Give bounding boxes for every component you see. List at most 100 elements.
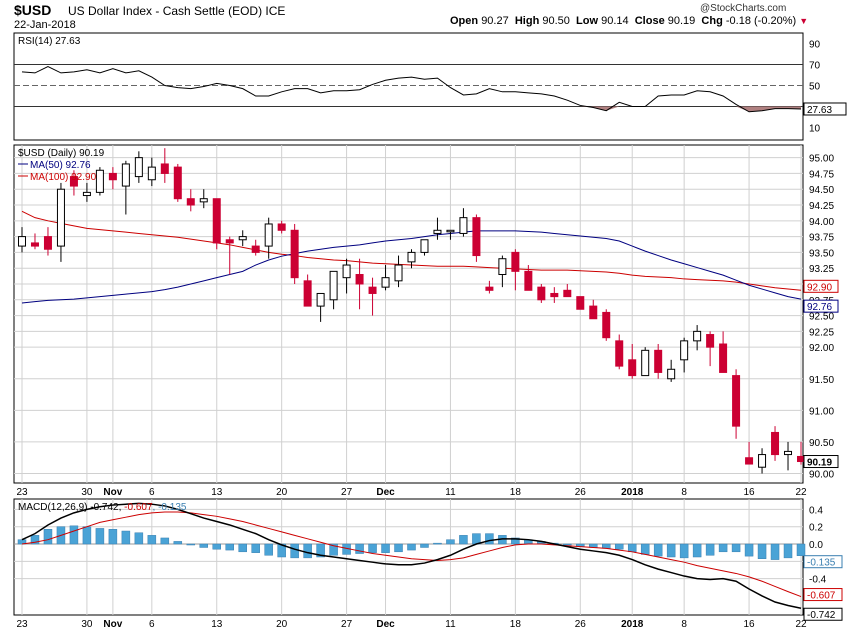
candle-body: [329, 270, 338, 301]
candle-body: [784, 450, 793, 456]
candle-body: [82, 191, 91, 197]
macd-histogram-bar: [705, 543, 715, 556]
candle-body: [18, 236, 26, 247]
candle-body: [108, 172, 117, 181]
candle-body: [277, 223, 286, 231]
price-tick-label: 93.75: [809, 233, 834, 244]
candle-body: [303, 280, 312, 307]
rsi-line: [21, 66, 802, 113]
candle-body: [69, 176, 78, 187]
high-label: High: [514, 15, 540, 27]
candle-body: [485, 286, 494, 291]
macd-x-tick-label: 11: [445, 619, 456, 630]
candle-body: [251, 245, 260, 253]
macd-histogram-bar: [757, 543, 767, 559]
price-tick-label: 92.25: [809, 327, 834, 338]
price-tick-label: 91.00: [809, 406, 834, 417]
x-tick-label: Nov: [103, 487, 122, 498]
candle-body: [394, 264, 403, 282]
candle-body: [446, 229, 455, 233]
candle-body: [576, 296, 585, 310]
macd-histogram-bar: [329, 543, 338, 556]
candle-body: [693, 330, 702, 342]
ma100-last-value-box: [803, 279, 839, 293]
price-panel-frame: [13, 144, 804, 484]
macd-histogram-bar: [251, 543, 260, 553]
ma100-last-value: 92.90: [807, 282, 832, 293]
candle-body: [160, 163, 169, 174]
symbol-title: $USD: [14, 2, 52, 18]
x-tick-label: 11: [445, 487, 456, 498]
macd-x-tick-label: Nov: [103, 619, 122, 630]
macd-histogram-bar: [264, 543, 273, 556]
candle-body: [771, 431, 780, 456]
candle-body: [550, 292, 559, 298]
macd-histogram-bar: [394, 543, 403, 553]
candle-body: [563, 289, 572, 298]
price-tick-label: 92.00: [809, 343, 834, 354]
candle-body: [368, 286, 377, 294]
candle-body: [511, 251, 520, 272]
candle-body: [381, 277, 390, 288]
price-tick-label: 94.25: [809, 201, 834, 212]
macd-histogram-bar: [627, 543, 637, 553]
rsi-last-box: [803, 102, 847, 116]
macd-x-tick-label: 23: [16, 619, 28, 630]
ma50-last-value: 92.76: [807, 302, 832, 313]
ohlc-summary: Open 90.27 High 90.50 Low 90.14 Close 90…: [450, 15, 808, 27]
candle-body: [407, 251, 416, 263]
macd-histogram-bar: [653, 543, 663, 557]
x-tick-label: 6: [149, 487, 155, 498]
macd-x-tick-label: 30: [81, 619, 93, 630]
macd-histogram-bar: [316, 543, 325, 558]
macd-histogram-bar: [277, 543, 286, 558]
x-tick-label: 20: [276, 487, 288, 498]
macd-last-box: [803, 607, 843, 621]
macd-histogram-bar: [199, 543, 209, 548]
macd-histogram-bar: [238, 543, 247, 553]
candle-body: [173, 166, 182, 200]
macd-x-tick-label: 8: [681, 619, 687, 630]
rsi-last-value: 27.63: [807, 105, 832, 116]
macd-histogram-bar: [160, 537, 170, 545]
rsi-tick-label: 50: [809, 82, 821, 93]
x-tick-label: 16: [744, 487, 756, 498]
x-tick-label: 30: [81, 487, 93, 498]
macd-histogram-bar: [95, 528, 105, 545]
candle-body: [524, 270, 533, 291]
candle-body: [95, 169, 104, 193]
candle-body: [667, 368, 676, 380]
macd-x-tick-label: 22: [795, 619, 807, 630]
price-last-value-box: [803, 455, 839, 469]
candle-body: [264, 223, 273, 247]
close-label: Close: [634, 15, 665, 27]
macd-legend-histogram: , -0.135: [153, 502, 187, 513]
macd-histogram-bar: [225, 543, 234, 551]
macd-histogram-bar: [744, 543, 754, 557]
chart-date: 22-Jan-2018: [14, 19, 76, 31]
macd-histogram-bar: [407, 543, 416, 551]
ma50-line: [21, 230, 802, 304]
candle-body: [537, 286, 546, 301]
macd-last-box: [803, 555, 843, 569]
candle-body: [615, 340, 624, 367]
open-value: 90.27: [481, 15, 509, 27]
price-tick-label: 94.00: [809, 217, 834, 228]
macd-x-tick-label: 2018: [621, 619, 644, 630]
candle-body: [589, 305, 598, 320]
macd-histogram-bar: [783, 543, 793, 559]
candle-body: [602, 311, 611, 339]
chg-value: -0.18 (-0.20%): [725, 15, 797, 27]
macd-last-box: [803, 588, 843, 602]
macd-histogram-bar: [69, 525, 79, 545]
candle-body: [238, 236, 247, 241]
rsi-tick-label: 90: [809, 40, 821, 51]
macd-tick-label: 0.0: [809, 540, 823, 551]
open-label: Open: [450, 15, 479, 27]
candle-body: [420, 239, 429, 253]
price-tick-label: 93.50: [809, 248, 834, 259]
price-tick-label: 90.00: [809, 470, 834, 481]
low-label: Low: [576, 15, 599, 27]
candle-body: [654, 349, 663, 373]
